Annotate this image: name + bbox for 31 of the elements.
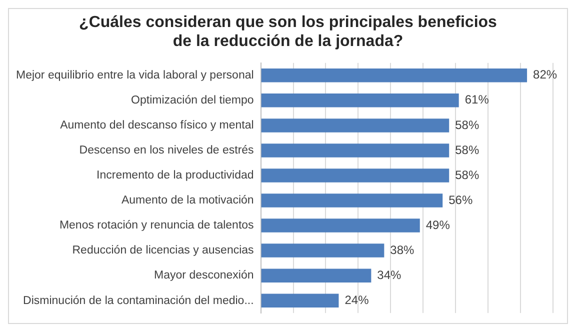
bar	[261, 118, 450, 132]
y-tick-label: Disminución de la contaminación del medio...	[23, 294, 254, 307]
bar	[261, 144, 450, 158]
data-label: 49%	[426, 218, 450, 232]
data-label: 34%	[377, 268, 402, 282]
bar	[261, 268, 372, 282]
bar	[261, 194, 443, 208]
bar	[261, 294, 339, 308]
data-label: 58%	[455, 142, 480, 157]
chart-title: ¿Cuáles consideran que son los principales beneficios de la reducción de la jornada?	[78, 13, 498, 51]
bar	[261, 244, 384, 258]
bar	[261, 94, 459, 108]
y-tick-label: Mejor equilibrio entre la vida laboral y personal	[16, 70, 254, 82]
y-tick-label: Menos rotación y renuncia de talentos	[59, 220, 254, 232]
y-tick-label: Optimización del tiempo	[131, 94, 254, 107]
y-tick-label: Aumento de la motivación	[121, 194, 254, 207]
bar	[261, 168, 450, 182]
y-tick-label: Descenso en los niveles de estrés	[79, 144, 254, 157]
data-label: 58%	[455, 118, 480, 132]
data-label: 38%	[390, 242, 415, 257]
y-tick-label: Incremento de la productividad	[96, 170, 254, 182]
data-label: 82%	[533, 68, 558, 82]
data-label: 58%	[455, 168, 480, 182]
data-label: 56%	[448, 192, 473, 207]
data-label: 24%	[344, 292, 370, 307]
y-tick-label: Aumento del descanso físico y mental	[60, 120, 254, 132]
y-tick-label: Mayor desconexión	[154, 270, 254, 282]
bar	[261, 218, 420, 232]
data-label: 61%	[464, 92, 490, 107]
y-tick-label: Reducción de licencias y ausencias	[72, 244, 254, 257]
bar	[261, 68, 528, 82]
